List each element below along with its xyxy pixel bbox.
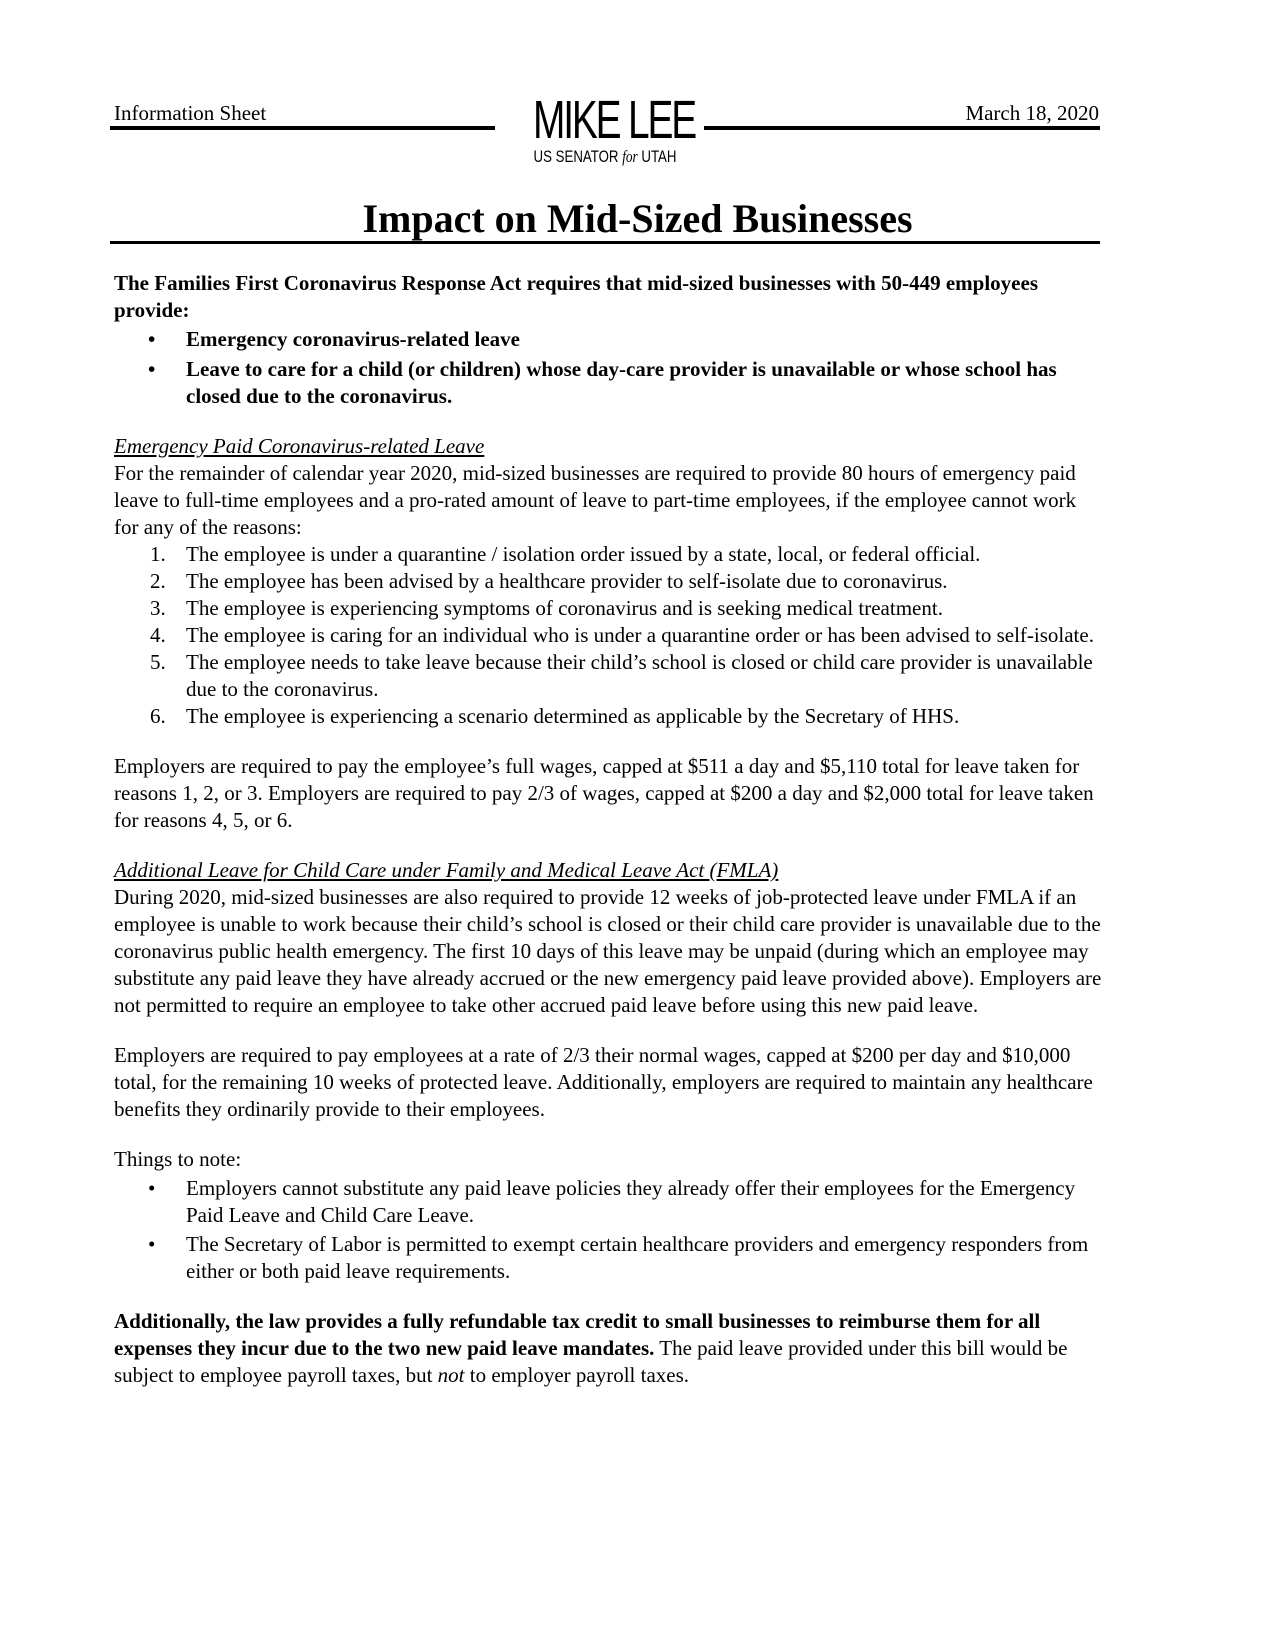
fmla-section: Additional Leave for Child Care under Fa… <box>114 857 1104 1019</box>
list-item: 4. The employee is caring for an individu… <box>150 623 1094 647</box>
mike-lee-logo: MIKE LEE US SENATOR for UTAH <box>533 90 697 166</box>
header-rule-right <box>704 126 1100 130</box>
section-heading: Emergency Paid Coronavirus-related Leave <box>114 434 485 458</box>
list-item: 5. The employee needs to take leave becau… <box>150 650 1093 701</box>
paragraph: During 2020, mid-sized businesses are al… <box>114 885 1102 1017</box>
list-item: • The Secretary of Labor is permitted to … <box>148 1232 1089 1283</box>
intro-text: The Families First Coronavirus Response … <box>114 271 1038 322</box>
closing-paragraph: Additionally, the law provides a fully r… <box>114 1309 1068 1387</box>
paragraph: Employers are required to pay employees … <box>114 1043 1093 1121</box>
intro-section: The Families First Coronavirus Response … <box>114 270 1104 410</box>
paragraph: For the remainder of calendar year 2020,… <box>114 461 1077 539</box>
section-heading: Things to note: <box>114 1147 242 1171</box>
page-title: Impact on Mid-Sized Businesses <box>362 196 913 241</box>
document-type: Information Sheet <box>114 101 267 125</box>
list-item: • Emergency coronavirus-related leave <box>148 327 520 351</box>
section-heading: Additional Leave for Child Care under Fa… <box>114 858 779 882</box>
title-rule <box>110 241 1100 244</box>
list-item: 3. The employee is experiencing symptoms … <box>150 596 943 620</box>
list-item: 2. The employee has been advised by a hea… <box>150 569 948 593</box>
list-item: 1. The employee is under a quarantine / i… <box>150 542 981 566</box>
header-rule-left <box>110 126 495 130</box>
paragraph: Employers are required to pay the employ… <box>114 754 1094 832</box>
emergency-section: Emergency Paid Coronavirus-related Leave… <box>114 433 1104 730</box>
document-body: The Families First Coronavirus Response … <box>114 270 1104 1389</box>
list-item: • Employers cannot substitute any paid le… <box>148 1176 1076 1227</box>
document-date: March 18, 2020 <box>965 101 1099 125</box>
list-item: 6. The employee is experiencing a scenari… <box>150 704 960 728</box>
notes-section: Things to note: • Employers cannot substi… <box>114 1146 1104 1285</box>
list-item: • Leave to care for a child (or children)… <box>148 357 1057 408</box>
